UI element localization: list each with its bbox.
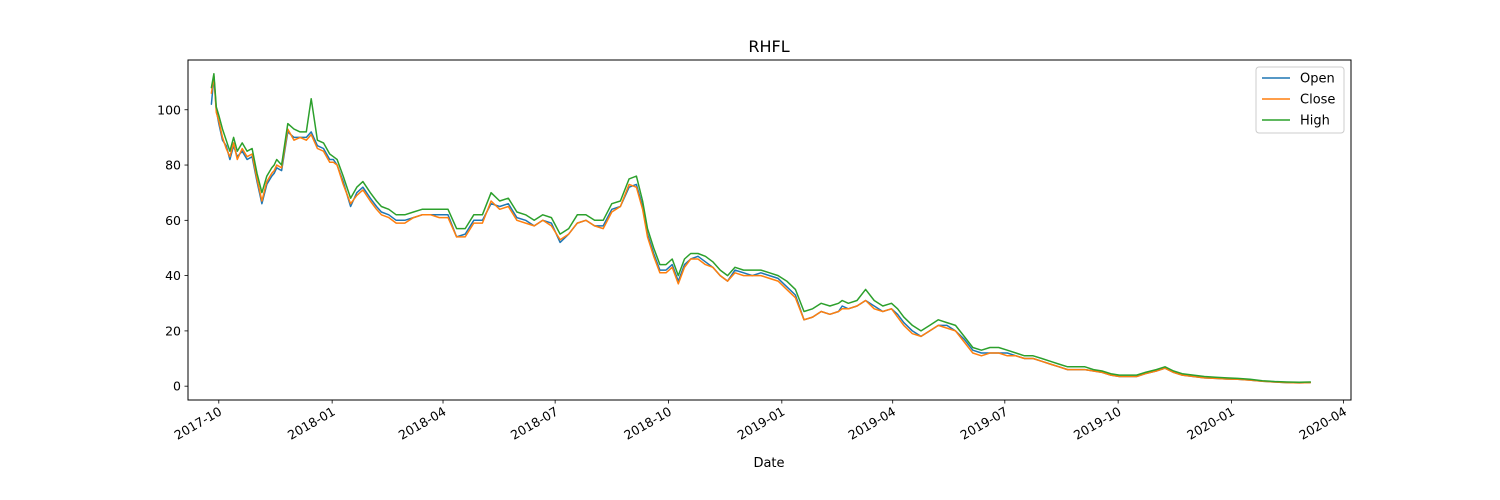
x-tick-label: 2020-04	[1296, 404, 1349, 443]
x-axis-label: Date	[753, 456, 784, 471]
legend: Open Close High	[1255, 66, 1345, 134]
x-tick-label: 2019-07	[958, 404, 1011, 443]
x-tick-label: 2017-10	[172, 404, 225, 443]
y-tick-label: 60	[165, 213, 181, 228]
x-tick-label: 2018-04	[396, 404, 449, 443]
legend-box	[1255, 66, 1345, 134]
plot-frame	[187, 59, 1352, 401]
y-tick-label: 80	[165, 158, 181, 173]
x-tick-label: 2020-01	[1184, 404, 1237, 443]
series-line-high	[210, 73, 1312, 384]
plot-background	[188, 60, 1351, 400]
x-tick-label: 2019-04	[845, 404, 898, 443]
y-tick-label: 0	[173, 379, 181, 394]
x-tick-label: 2019-10	[1071, 404, 1124, 443]
chart-title: RHFL	[748, 37, 789, 56]
x-tick-label: 2018-01	[285, 404, 338, 443]
x-tick-label: 2018-10	[621, 404, 674, 443]
x-axis: 2017-10 2018-01 2018-04 2018-07 2018-10 2019-…	[172, 400, 1349, 443]
y-tick-label: 40	[165, 268, 181, 283]
legend-label-close: Close	[1300, 93, 1335, 108]
series-layer	[210, 73, 1312, 384]
y-tick-label: 100	[157, 102, 181, 117]
x-tick-label: 2018-07	[508, 404, 561, 443]
x-tick-label: 2019-01	[735, 404, 788, 443]
y-tick-label: 20	[165, 323, 181, 338]
legend-label-high: High	[1300, 114, 1330, 129]
series-line-close	[210, 75, 1312, 384]
legend-label-open: Open	[1300, 72, 1335, 87]
y-axis: 0 20 40 60 80 100	[157, 102, 188, 394]
